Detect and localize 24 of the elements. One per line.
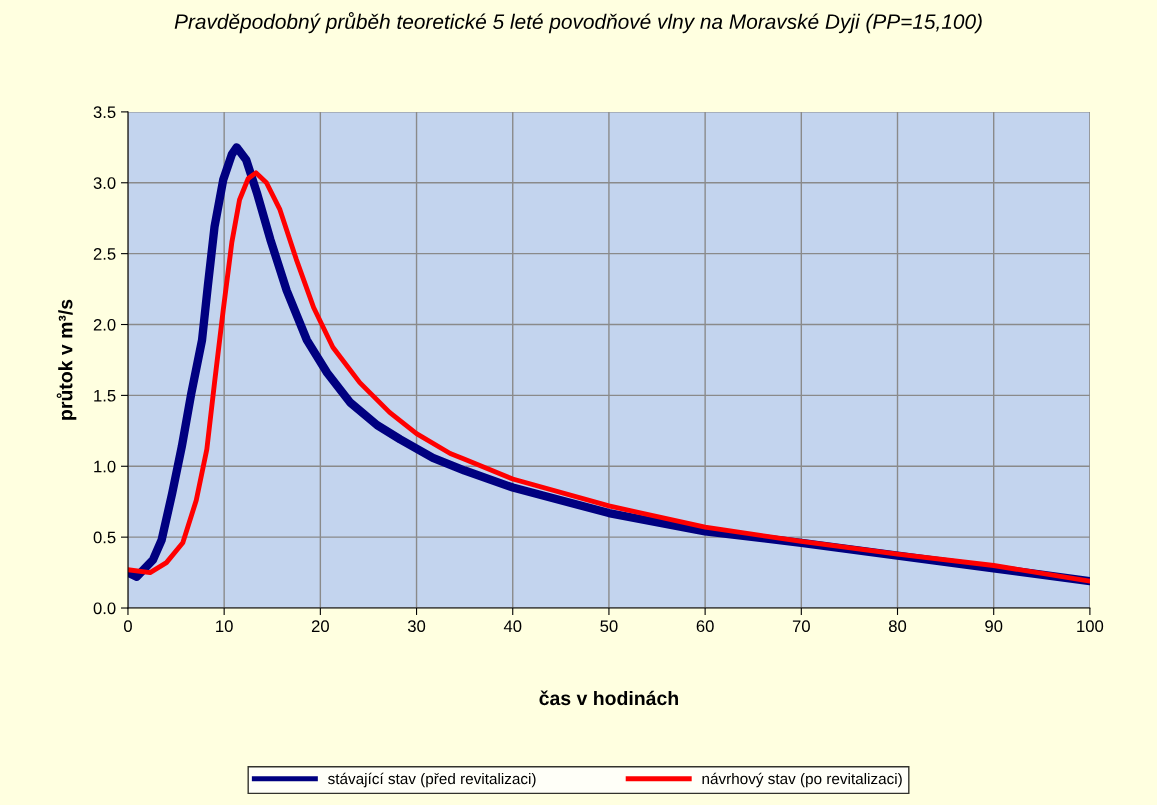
x-tick-label: 30	[407, 620, 426, 633]
y-axis-title: průtok v m³/s	[56, 299, 77, 420]
y-tick-label: 2.0	[93, 318, 116, 331]
x-tick-label: 10	[216, 620, 233, 633]
y-tick-label: 0.0	[93, 602, 116, 615]
x-tick-label: 80	[888, 620, 907, 633]
y-tick-label: 1.5	[94, 389, 116, 402]
chart-title: Pravděpodobný průběh teoretické 5 leté povodňové vlny na Moravské Dyji (PP=15,100)	[174, 12, 982, 34]
x-tick-label: 70	[792, 620, 810, 633]
x-tick-label: 50	[600, 620, 618, 633]
legend-label: návrhový stav (po revitalizaci)	[702, 772, 902, 788]
x-tick-label: 40	[503, 620, 522, 633]
x-tick-label: 60	[696, 620, 714, 633]
x-tick-label: 20	[311, 620, 329, 633]
y-tick-label: 3.5	[93, 106, 116, 119]
x-tick-label: 100	[1077, 620, 1104, 633]
y-tick-label: 3.0	[93, 177, 116, 189]
y-tick-label: 1.0	[94, 460, 116, 473]
y-tick-label: 0.5	[93, 531, 116, 544]
x-axis-title: čas v hodinách	[539, 690, 678, 706]
legend-label: stávající stav (před revitalizaci)	[328, 772, 536, 788]
x-tick-label: 0	[123, 620, 132, 633]
x-tick-label: 90	[985, 620, 1003, 633]
y-tick-label: 2.5	[93, 248, 116, 260]
